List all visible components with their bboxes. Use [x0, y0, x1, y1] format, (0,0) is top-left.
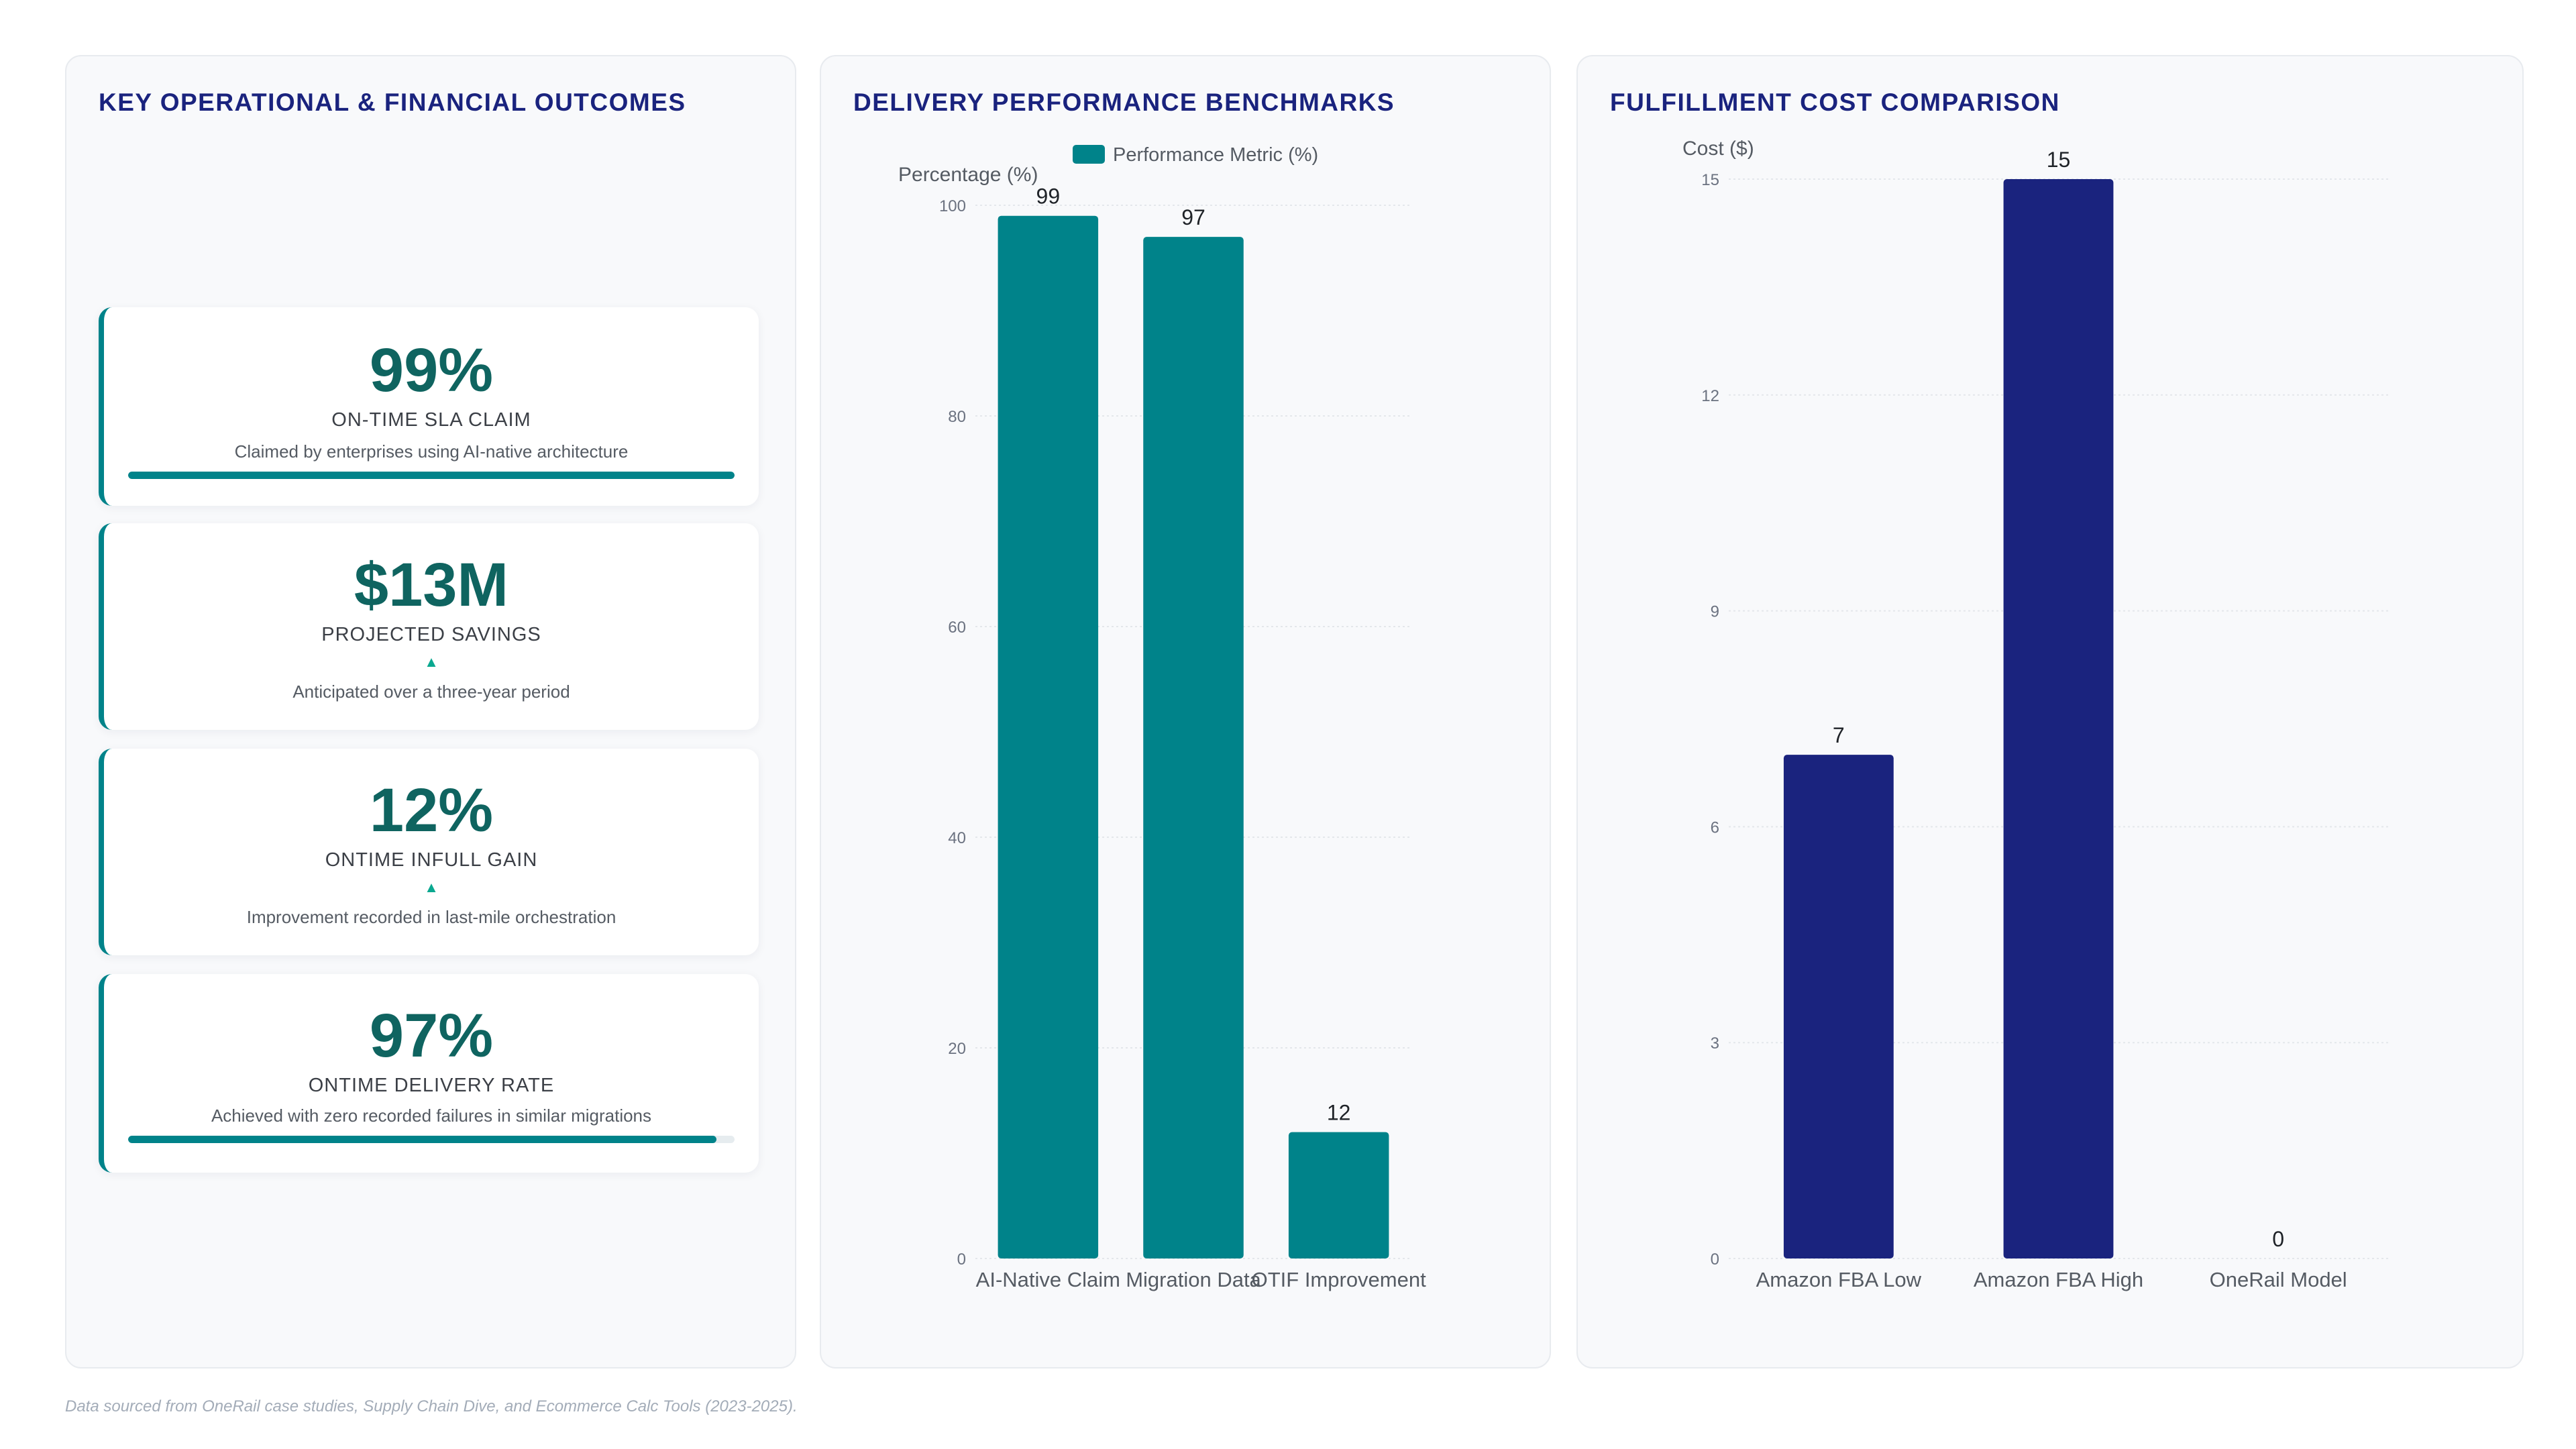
- kpi-progress-track: [128, 472, 735, 479]
- y-tick-label: 3: [1711, 1034, 1719, 1053]
- y-tick-label: 0: [957, 1250, 966, 1269]
- data-label: 12: [1327, 1101, 1351, 1125]
- kpi-panel: KEY OPERATIONAL & FINANCIAL OUTCOMES 99%…: [65, 55, 796, 1368]
- kpi-card-delivery-rate: 97% ONTIME DELIVERY RATE Achieved with z…: [99, 974, 759, 1173]
- data-label: 0: [2272, 1227, 2284, 1251]
- kpi-value: 12%: [369, 776, 494, 845]
- y-axis-label: Cost ($): [1682, 138, 1754, 160]
- kpi-description: Claimed by enterprises using AI-native a…: [234, 441, 629, 462]
- kpi-value: $13M: [354, 551, 509, 619]
- x-tick-label: OneRail Model: [2210, 1268, 2347, 1291]
- bar: [1288, 1132, 1389, 1258]
- legend-swatch: [1073, 145, 1105, 164]
- kpi-progress-fill: [128, 472, 735, 479]
- bar: [1783, 755, 1894, 1258]
- y-tick-label: 0: [1711, 1250, 1719, 1269]
- bar: [2003, 179, 2114, 1258]
- y-tick-label: 100: [939, 197, 966, 215]
- kpi-progress-track: [128, 1136, 735, 1143]
- kpi-value: 97%: [369, 1002, 494, 1070]
- y-tick-label: 20: [948, 1040, 966, 1058]
- cost-chart: 0 3 6 9 12 15 Cost ($) 7 Amazon FBA Low 15 Amazon …: [1682, 138, 2388, 1291]
- kpi-panel-title: KEY OPERATIONAL & FINANCIAL OUTCOMES: [99, 89, 686, 116]
- x-tick-label: Amazon FBA High: [1974, 1268, 2143, 1291]
- y-tick-label: 60: [948, 619, 966, 637]
- data-label: 15: [2047, 148, 2071, 172]
- kpi-card-infull: 12% ONTIME INFULL GAIN ▲ Improvement rec…: [99, 749, 759, 955]
- bar: [998, 215, 1099, 1259]
- y-tick-label: 6: [1711, 818, 1719, 837]
- kpi-progress-fill: [128, 1136, 716, 1143]
- cost-panel: FULFILLMENT COST COMPARISON 0 3 6 9 12 15 Cost…: [1576, 55, 2524, 1368]
- legend-label: Performance Metric (%): [1113, 144, 1318, 166]
- data-label: 7: [1833, 723, 1845, 747]
- kpi-label: ON-TIME SLA CLAIM: [331, 409, 531, 431]
- kpi-value: 99%: [369, 336, 494, 405]
- x-tick-label: OTIF Improvement: [1252, 1268, 1426, 1291]
- kpi-label: ONTIME INFULL GAIN: [325, 849, 538, 871]
- kpi-label: ONTIME DELIVERY RATE: [308, 1075, 555, 1096]
- delivery-panel: DELIVERY PERFORMANCE BENCHMARKS 0 20 40 60 8…: [820, 55, 1551, 1368]
- x-tick-label: AI-Native Claim: [976, 1268, 1120, 1291]
- source-footnote: Data sourced from OneRail case studies, …: [65, 1397, 798, 1415]
- delivery-chart: 0 20 40 60 80 100 Percentage (%) Performance Me…: [898, 144, 1426, 1291]
- kpi-card-savings: $13M PROJECTED SAVINGS ▲ Anticipated ove…: [99, 523, 759, 730]
- kpi-description: Achieved with zero recorded failures in …: [211, 1106, 652, 1126]
- y-tick-label: 15: [1701, 171, 1719, 189]
- up-arrow-icon: ▲: [424, 653, 439, 670]
- x-tick-label: Amazon FBA Low: [1756, 1268, 1922, 1291]
- y-tick-label: 12: [1701, 387, 1719, 405]
- kpi-description: Improvement recorded in last-mile orches…: [246, 907, 616, 927]
- y-tick-label: 40: [948, 829, 966, 847]
- y-tick-label: 9: [1711, 603, 1719, 621]
- y-tick-label: 80: [948, 408, 966, 426]
- kpi-card-sla: 99% ON-TIME SLA CLAIM Claimed by enterpr…: [99, 307, 759, 506]
- cost-panel-title: FULFILLMENT COST COMPARISON: [1610, 89, 2060, 116]
- up-arrow-icon: ▲: [424, 879, 439, 896]
- y-axis-label: Percentage (%): [898, 164, 1038, 186]
- delivery-panel-title: DELIVERY PERFORMANCE BENCHMARKS: [853, 89, 1395, 116]
- bar: [1143, 237, 1244, 1259]
- x-tick-label: Migration Data: [1126, 1268, 1261, 1291]
- kpi-label: PROJECTED SAVINGS: [321, 624, 541, 645]
- data-label: 97: [1181, 205, 1205, 229]
- data-label: 99: [1036, 184, 1061, 209]
- kpi-description: Anticipated over a three-year period: [292, 682, 570, 702]
